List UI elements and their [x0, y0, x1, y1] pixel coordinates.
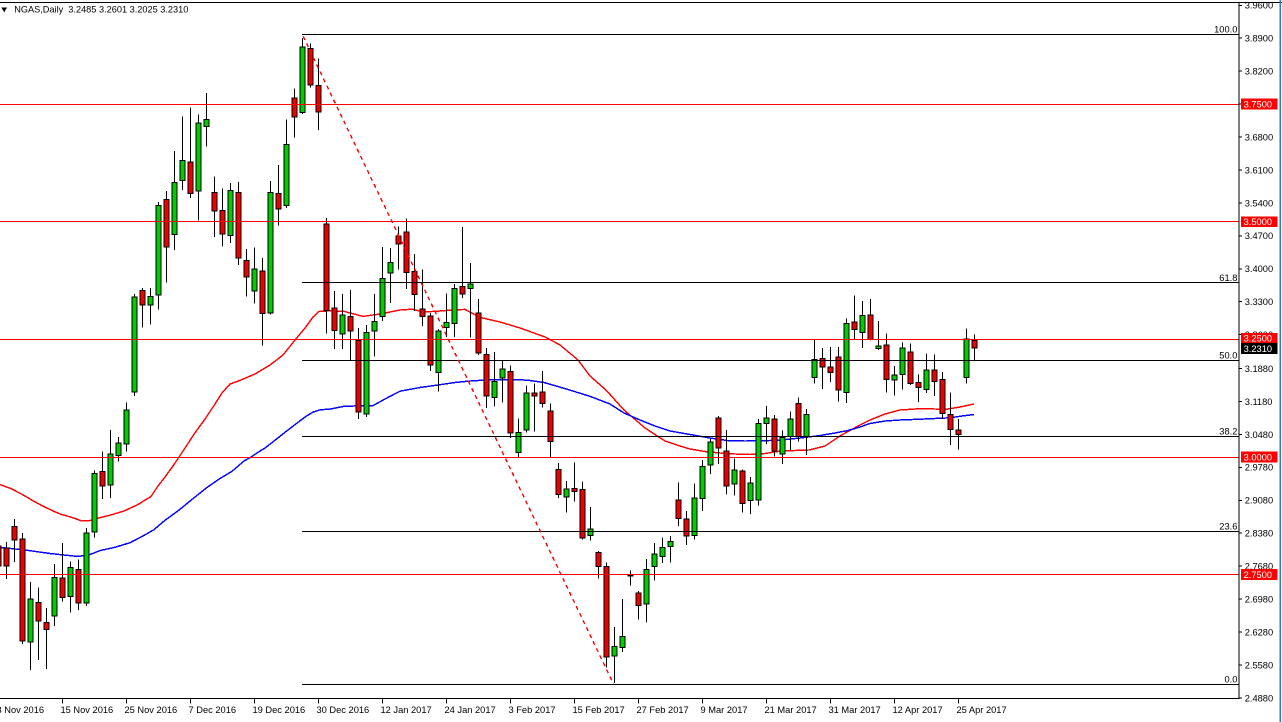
svg-text:7 Dec 2016: 7 Dec 2016 — [189, 705, 237, 715]
svg-text:3.6100: 3.6100 — [1245, 165, 1273, 175]
svg-text:23.6: 23.6 — [1219, 521, 1237, 531]
svg-text:12 Apr 2017: 12 Apr 2017 — [893, 705, 943, 715]
svg-text:31 Mar 2017: 31 Mar 2017 — [829, 705, 881, 715]
svg-text:50.0: 50.0 — [1219, 350, 1237, 360]
svg-text:0.0: 0.0 — [1224, 675, 1237, 685]
svg-text:3.7500: 3.7500 — [1244, 100, 1272, 110]
svg-text:2.4880: 2.4880 — [1245, 693, 1273, 703]
svg-text:NGAS,Daily 3.2485 3.2601 3.20: NGAS,Daily 3.2485 3.2601 3.2025 3.2310 — [14, 4, 188, 14]
svg-text:9 Mar 2017: 9 Mar 2017 — [701, 705, 748, 715]
svg-text:12 Jan 2017: 12 Jan 2017 — [381, 705, 432, 715]
svg-text:25 Apr 2017: 25 Apr 2017 — [957, 705, 1007, 715]
svg-text:3.6800: 3.6800 — [1245, 132, 1273, 142]
svg-text:2.8380: 2.8380 — [1245, 529, 1273, 539]
svg-text:2.7500: 2.7500 — [1244, 570, 1272, 580]
svg-text:3.4000: 3.4000 — [1245, 264, 1273, 274]
svg-text:3.9600: 3.9600 — [1245, 1, 1273, 11]
svg-text:19 Dec 2016: 19 Dec 2016 — [253, 705, 306, 715]
svg-text:3.1880: 3.1880 — [1245, 364, 1273, 374]
svg-text:2.7680: 2.7680 — [1245, 562, 1273, 572]
svg-text:3.0480: 3.0480 — [1245, 430, 1273, 440]
svg-text:3.0000: 3.0000 — [1244, 452, 1272, 462]
svg-text:2.6280: 2.6280 — [1245, 627, 1273, 637]
svg-text:25 Nov 2016: 25 Nov 2016 — [125, 705, 178, 715]
svg-text:21 Mar 2017: 21 Mar 2017 — [765, 705, 817, 715]
svg-text:38.2: 38.2 — [1219, 427, 1237, 437]
svg-text:2.9080: 2.9080 — [1245, 496, 1273, 506]
svg-text:3.3300: 3.3300 — [1245, 297, 1273, 307]
svg-text:3.5000: 3.5000 — [1244, 217, 1272, 227]
svg-text:3.1180: 3.1180 — [1245, 397, 1273, 407]
svg-text:3.4700: 3.4700 — [1245, 231, 1273, 241]
svg-text:3.2500: 3.2500 — [1244, 334, 1272, 344]
svg-text:100.0: 100.0 — [1214, 25, 1237, 35]
svg-text:15 Feb 2017: 15 Feb 2017 — [573, 705, 625, 715]
svg-text:30 Dec 2016: 30 Dec 2016 — [317, 705, 370, 715]
svg-text:2.9780: 2.9780 — [1245, 463, 1273, 473]
svg-text:3.2310: 3.2310 — [1244, 344, 1272, 354]
svg-text:2.6980: 2.6980 — [1245, 595, 1273, 605]
svg-text:3.8900: 3.8900 — [1245, 34, 1273, 44]
svg-text:24 Jan 2017: 24 Jan 2017 — [445, 705, 496, 715]
svg-text:61.8: 61.8 — [1219, 273, 1237, 283]
svg-text:3.5400: 3.5400 — [1245, 198, 1273, 208]
svg-text:3.8200: 3.8200 — [1245, 67, 1273, 77]
svg-text:3 Feb 2017: 3 Feb 2017 — [509, 705, 556, 715]
svg-text:27 Feb 2017: 27 Feb 2017 — [637, 705, 689, 715]
svg-text:3 Nov 2016: 3 Nov 2016 — [0, 705, 44, 715]
svg-text:15 Nov 2016: 15 Nov 2016 — [61, 705, 114, 715]
svg-text:2.5580: 2.5580 — [1245, 660, 1273, 670]
